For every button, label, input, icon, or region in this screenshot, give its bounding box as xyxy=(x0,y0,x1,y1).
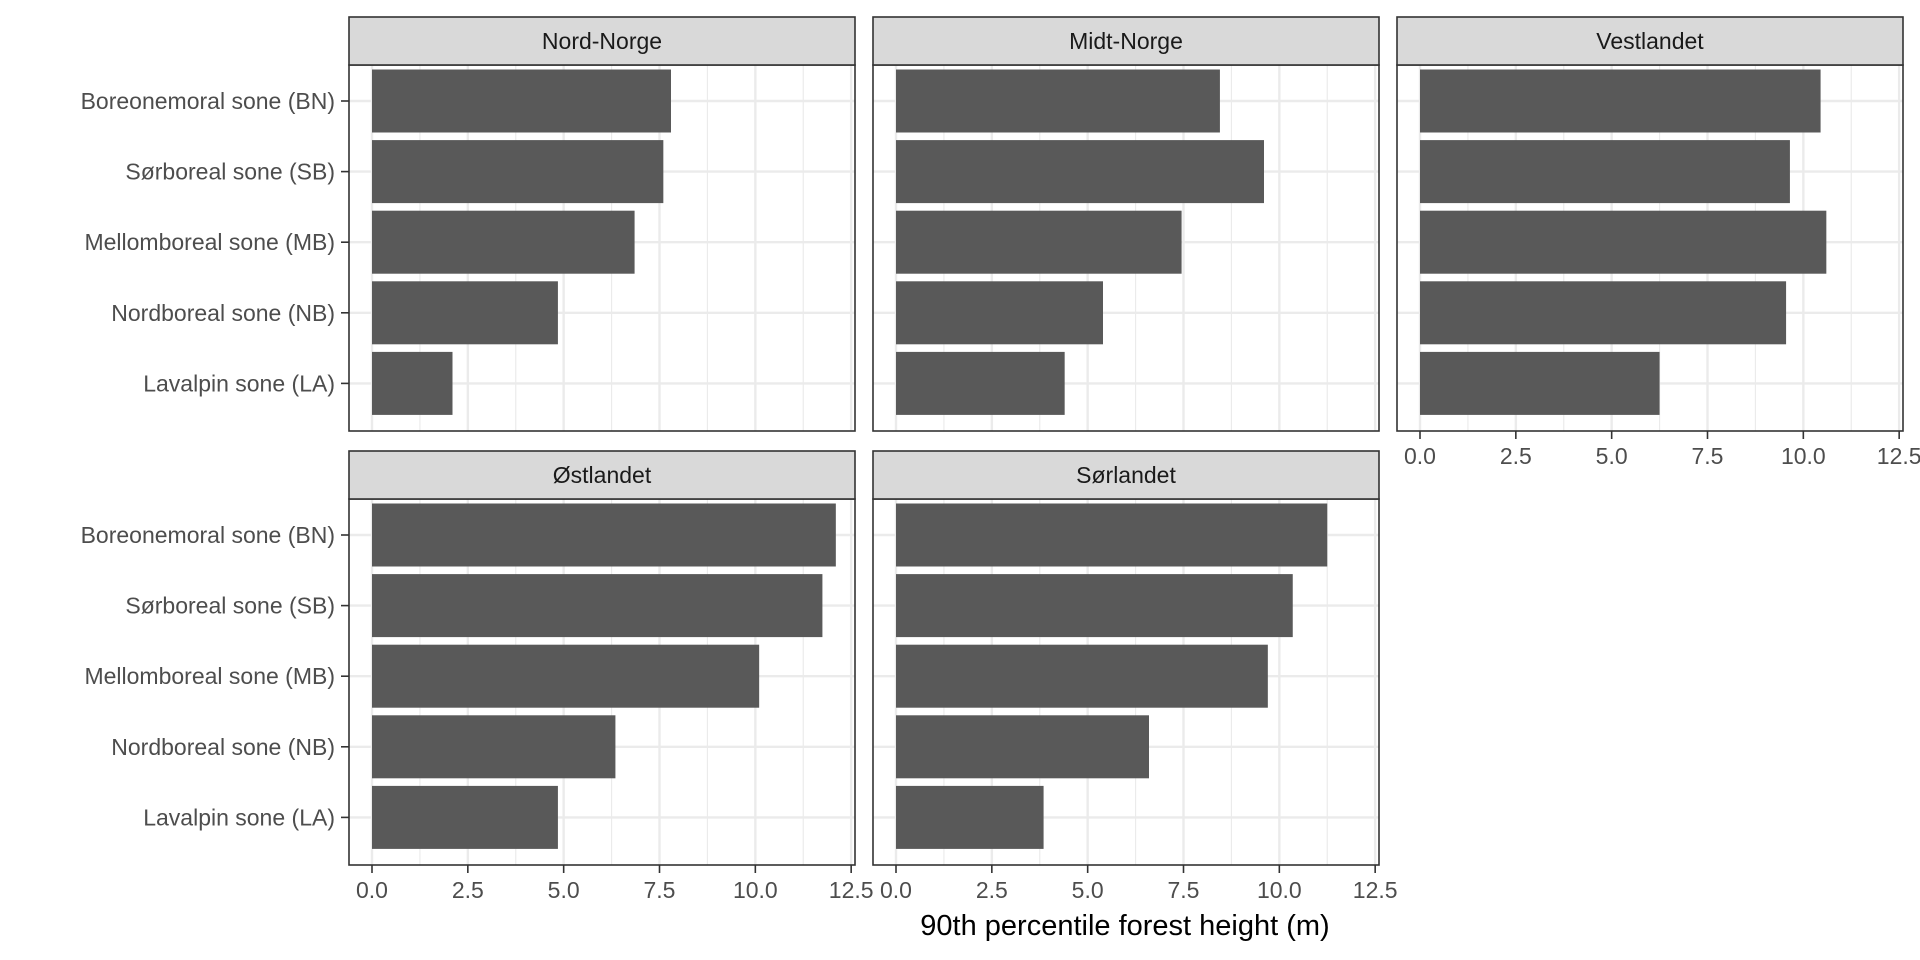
bar xyxy=(1420,281,1787,345)
y-tick-label: Nordboreal sone (NB) xyxy=(111,734,335,760)
bar xyxy=(896,140,1264,204)
x-tick-label: 7.5 xyxy=(1168,877,1200,903)
x-tick-label: 5.0 xyxy=(548,877,580,903)
bar xyxy=(372,210,635,274)
bar xyxy=(1420,351,1660,415)
y-tick-label: Sørboreal sone (SB) xyxy=(125,159,335,185)
bar xyxy=(372,715,616,779)
bar xyxy=(896,69,1220,133)
bar xyxy=(372,574,823,638)
bar xyxy=(896,210,1182,274)
y-tick-label: Sørboreal sone (SB) xyxy=(125,593,335,619)
bar xyxy=(372,785,558,849)
x-tick-label: 0.0 xyxy=(880,877,912,903)
bar xyxy=(372,644,760,708)
bar xyxy=(1420,69,1821,133)
y-tick-label: Mellomboreal sone (MB) xyxy=(84,663,335,689)
y-tick-label: Boreonemoral sone (BN) xyxy=(81,522,335,548)
bar xyxy=(372,503,836,567)
facet-strip xyxy=(872,450,1380,500)
x-tick-label: 10.0 xyxy=(1257,877,1302,903)
x-tick-label: 0.0 xyxy=(1404,443,1436,469)
x-tick-label: 12.5 xyxy=(1877,443,1920,469)
facet-panel: Nord-Norge Boreonemoral sone (BN) Sørborea… xyxy=(81,16,856,432)
bar xyxy=(896,281,1103,345)
x-tick-label: 5.0 xyxy=(1596,443,1628,469)
y-tick-label: Mellomboreal sone (MB) xyxy=(84,229,335,255)
y-tick-label: Nordboreal sone (NB) xyxy=(111,300,335,326)
facet-panel: Midt-Norge xyxy=(872,16,1380,432)
facet-strip xyxy=(1396,16,1904,66)
bar xyxy=(1420,210,1827,274)
x-axis-title: 90th percentile forest height (m) xyxy=(920,910,1329,942)
facet-title: Sørlandet xyxy=(1076,462,1176,488)
bar xyxy=(896,715,1149,779)
x-tick-label: 10.0 xyxy=(733,877,778,903)
bar xyxy=(896,785,1044,849)
facet-strip xyxy=(872,16,1380,66)
x-tick-label: 7.5 xyxy=(1692,443,1724,469)
bar xyxy=(896,644,1268,708)
bar xyxy=(896,503,1328,567)
panels-layer: Nord-Norge Boreonemoral sone (BN) Sørborea… xyxy=(81,16,1920,903)
y-tick-label: Lavalpin sone (LA) xyxy=(143,804,335,830)
bar xyxy=(372,69,671,133)
x-tick-label: 12.5 xyxy=(829,877,874,903)
x-tick-label: 2.5 xyxy=(1500,443,1532,469)
facet-panel: Vestlandet 0.0 2.5 5.0 7.5 10.0 12.5 xyxy=(1396,16,1920,469)
bar xyxy=(896,351,1065,415)
x-tick-label: 2.5 xyxy=(452,877,484,903)
x-tick-label: 10.0 xyxy=(1781,443,1826,469)
bar xyxy=(372,140,664,204)
bar xyxy=(372,281,558,345)
x-tick-label: 7.5 xyxy=(644,877,676,903)
y-tick-label: Lavalpin sone (LA) xyxy=(143,370,335,396)
bar xyxy=(372,351,453,415)
facet-panel: Sørlandet 0.0 2.5 5.0 7.5 10.0 12.5 xyxy=(872,450,1398,903)
facet-strip xyxy=(348,450,856,500)
x-tick-label: 0.0 xyxy=(356,877,388,903)
x-tick-label: 2.5 xyxy=(976,877,1008,903)
facet-title: Vestlandet xyxy=(1596,28,1704,54)
facet-title: Midt-Norge xyxy=(1069,28,1183,54)
facet-title: Nord-Norge xyxy=(542,28,662,54)
x-tick-label: 12.5 xyxy=(1353,877,1398,903)
facet-panel: Østlandet Boreonemoral sone (BN) Sørboreal… xyxy=(81,450,874,903)
bar xyxy=(1420,140,1790,204)
facet-strip xyxy=(348,16,856,66)
x-tick-label: 5.0 xyxy=(1072,877,1104,903)
bar xyxy=(896,574,1293,638)
facet-title: Østlandet xyxy=(553,462,652,488)
y-tick-label: Boreonemoral sone (BN) xyxy=(81,88,335,114)
